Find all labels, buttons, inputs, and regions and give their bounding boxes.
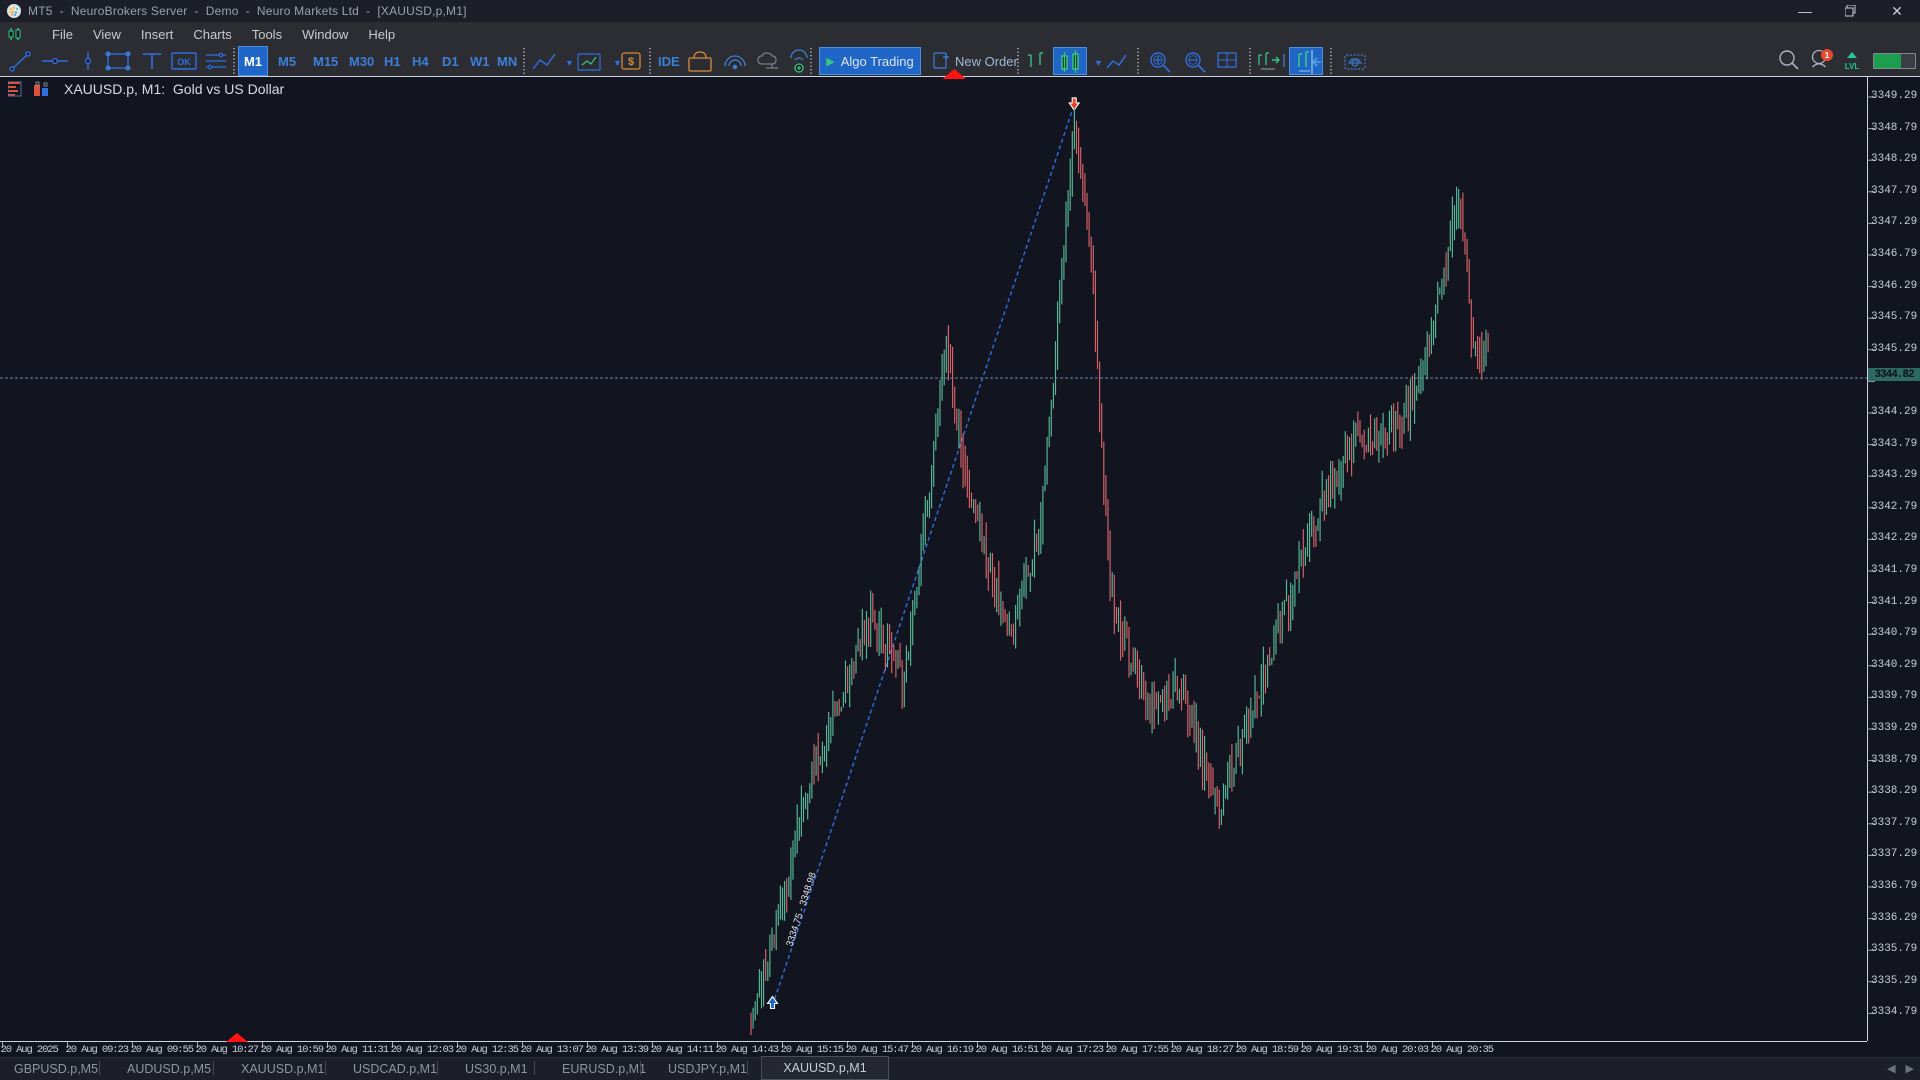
svg-text:1: 1	[1825, 50, 1830, 60]
